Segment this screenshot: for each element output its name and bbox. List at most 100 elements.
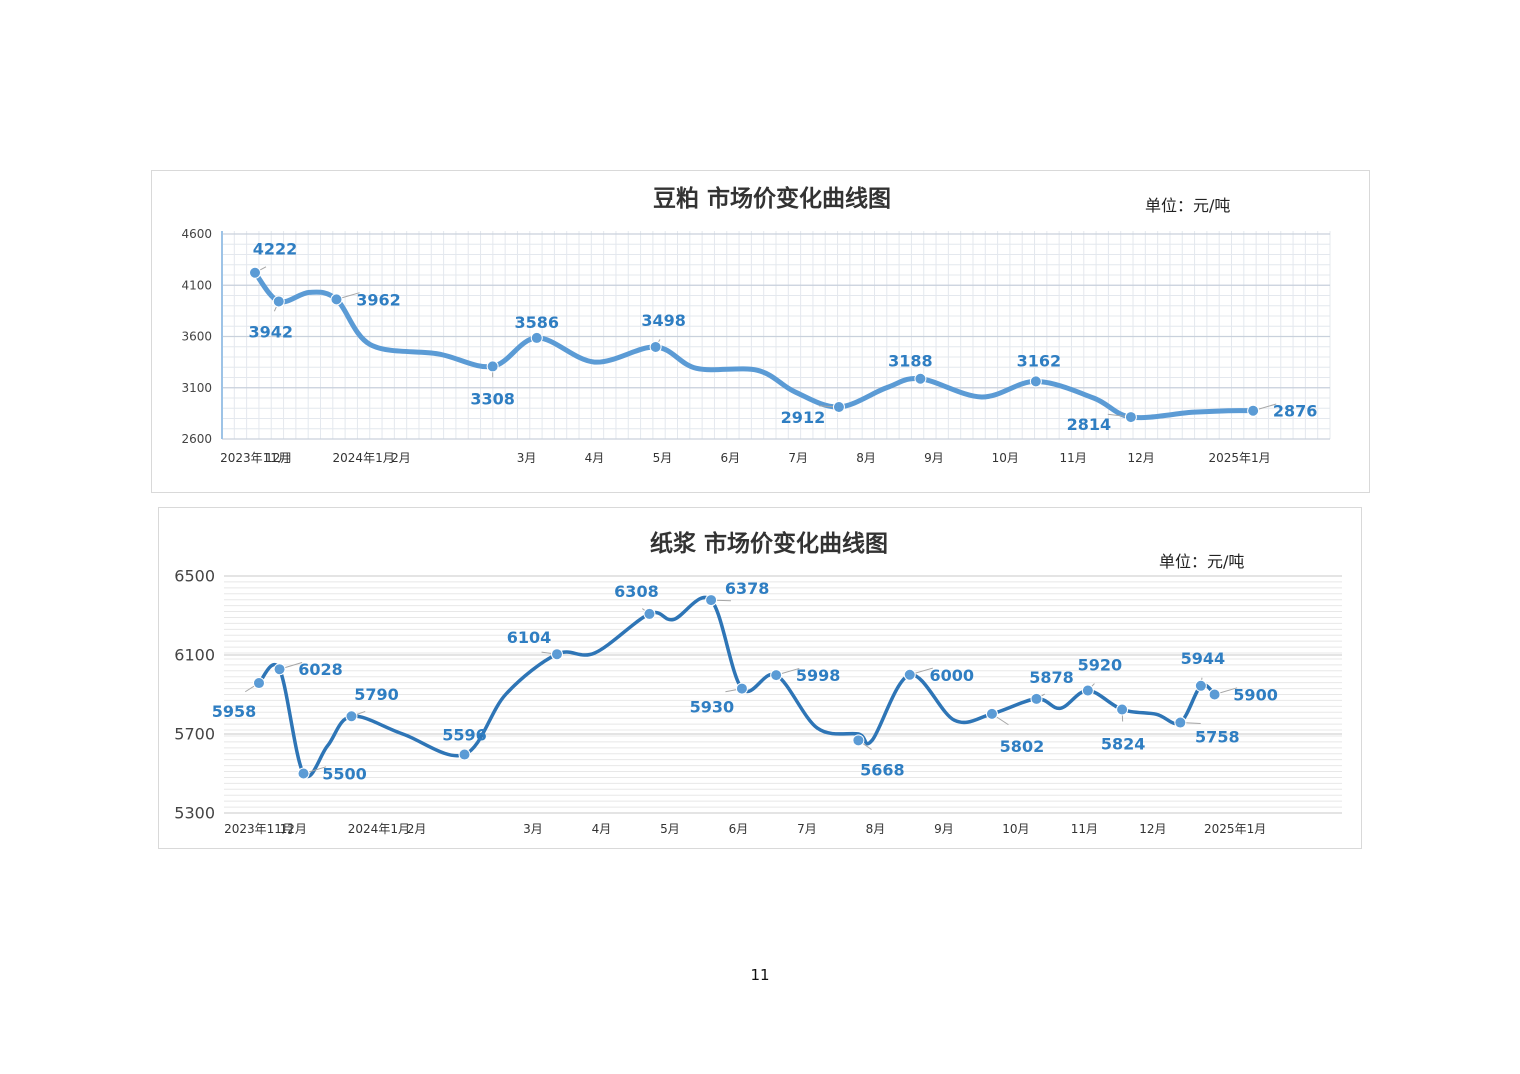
data-label: 5900 bbox=[1233, 686, 1278, 705]
data-label: 2876 bbox=[1273, 402, 1318, 421]
data-point-marker bbox=[649, 340, 662, 353]
data-point-marker bbox=[1116, 703, 1129, 716]
data-label: 6028 bbox=[298, 660, 343, 679]
y-tick-label: 3600 bbox=[181, 330, 212, 344]
data-label: 6378 bbox=[725, 579, 770, 598]
y-tick-label: 3100 bbox=[181, 381, 212, 395]
x-tick-label: 2025年1月 bbox=[1208, 451, 1270, 465]
x-tick-label: 3月 bbox=[523, 822, 543, 836]
data-point-marker bbox=[735, 682, 748, 695]
data-point-marker bbox=[832, 401, 845, 414]
x-tick-label: 5月 bbox=[660, 822, 680, 836]
grid-lines bbox=[224, 575, 1342, 814]
data-point-marker bbox=[1124, 411, 1137, 424]
x-tick-label: 4月 bbox=[585, 451, 605, 465]
y-tick-label: 4600 bbox=[181, 227, 212, 241]
data-point-marker bbox=[249, 266, 261, 279]
y-tick-label: 4100 bbox=[181, 278, 212, 292]
data-label: 3586 bbox=[515, 313, 560, 332]
data-label: 2814 bbox=[1067, 415, 1112, 434]
unit-label: 单位：元/吨 bbox=[1145, 196, 1230, 215]
x-tick-label: 2023年11月 bbox=[224, 822, 294, 836]
data-point-marker bbox=[253, 677, 265, 690]
x-tick-label: 2024年1月 bbox=[348, 822, 410, 836]
data-label: 3162 bbox=[1017, 351, 1062, 370]
data-point-marker bbox=[486, 360, 499, 373]
y-tick-label: 5300 bbox=[174, 804, 215, 823]
x-tick-label: 12月 bbox=[1139, 822, 1166, 836]
data-point-marker bbox=[458, 748, 471, 761]
data-point-marker bbox=[1194, 679, 1207, 692]
data-point-marker bbox=[770, 669, 783, 682]
data-label: 5790 bbox=[354, 685, 399, 704]
x-tick-label: 2月 bbox=[391, 451, 411, 465]
data-label: 3308 bbox=[470, 389, 515, 408]
data-point-marker bbox=[985, 707, 998, 720]
x-tick-label: 2月 bbox=[407, 822, 427, 836]
x-tick-label: 5月 bbox=[653, 451, 673, 465]
x-tick-label: 9月 bbox=[934, 822, 954, 836]
x-tick-label: 2024年1月 bbox=[333, 451, 395, 465]
data-label: 5998 bbox=[796, 666, 841, 685]
data-label: 4222 bbox=[253, 240, 298, 259]
data-point-marker bbox=[1029, 375, 1042, 388]
data-label: 6308 bbox=[614, 582, 659, 601]
x-tick-label: 7月 bbox=[797, 822, 817, 836]
data-label: 5596 bbox=[442, 726, 487, 745]
x-tick-label: 3月 bbox=[517, 451, 537, 465]
series-line bbox=[252, 270, 1256, 421]
y-tick-label: 6100 bbox=[174, 646, 215, 665]
data-point-marker bbox=[1247, 404, 1260, 417]
x-tick-label: 8月 bbox=[866, 822, 886, 836]
x-tick-label: 11月 bbox=[1060, 451, 1087, 465]
data-point-marker bbox=[345, 710, 358, 723]
data-label: 5958 bbox=[212, 702, 257, 721]
y-tick-label: 5700 bbox=[174, 725, 215, 744]
data-point-marker bbox=[1030, 692, 1043, 705]
x-tick-label: 7月 bbox=[788, 451, 808, 465]
data-point-marker bbox=[273, 663, 286, 676]
pulp-chart-panel: 纸浆 市场价变化曲线图 单位：元/吨 5300 5700 6100 6500 2023年11… bbox=[158, 507, 1362, 849]
data-label: 5920 bbox=[1078, 656, 1123, 675]
data-label: 5500 bbox=[322, 765, 367, 784]
data-point-marker bbox=[643, 607, 656, 620]
data-label: 5668 bbox=[860, 760, 905, 779]
data-label: 6000 bbox=[929, 666, 974, 685]
data-point-marker bbox=[272, 295, 285, 308]
x-tick-label: 9月 bbox=[924, 451, 944, 465]
data-point-marker bbox=[330, 293, 343, 306]
data-point-marker bbox=[530, 331, 543, 344]
soybean-meal-chart-panel: 豆粕 市场价变化曲线图 单位：元/吨 2600 3100 3600 4100 4600 202… bbox=[151, 170, 1370, 493]
data-label: 5930 bbox=[690, 698, 735, 717]
soybean-meal-chart: 豆粕 市场价变化曲线图 单位：元/吨 2600 3100 3600 4100 4600 202… bbox=[181, 185, 1331, 465]
x-tick-label: 11月 bbox=[1071, 822, 1098, 836]
x-tick-label: 12月 bbox=[265, 451, 292, 465]
chart-title: 豆粕 市场价变化曲线图 bbox=[653, 185, 891, 212]
page-number: 11 bbox=[750, 966, 770, 984]
data-point-marker bbox=[1208, 688, 1221, 701]
data-label: 5824 bbox=[1101, 735, 1146, 754]
data-label: 5758 bbox=[1195, 728, 1240, 747]
unit-label: 单位：元/吨 bbox=[1159, 552, 1244, 571]
data-label: 3962 bbox=[356, 290, 401, 309]
data-label: 3188 bbox=[888, 352, 933, 371]
data-point-marker bbox=[852, 734, 865, 747]
data-point-marker bbox=[705, 594, 718, 607]
chart-title: 纸浆 市场价变化曲线图 bbox=[650, 530, 888, 557]
x-tick-label: 10月 bbox=[1002, 822, 1029, 836]
data-point-marker bbox=[297, 767, 310, 780]
x-tick-label: 6月 bbox=[720, 451, 740, 465]
data-point-marker bbox=[903, 668, 916, 681]
data-point-marker bbox=[1081, 684, 1094, 697]
x-tick-label: 8月 bbox=[856, 451, 876, 465]
data-label: 2912 bbox=[781, 408, 826, 427]
data-label: 3498 bbox=[641, 311, 686, 330]
x-tick-label: 12月 bbox=[280, 822, 307, 836]
data-label: 3942 bbox=[248, 322, 293, 341]
x-tick-label: 2025年1月 bbox=[1204, 822, 1266, 836]
data-point-marker bbox=[914, 372, 927, 385]
data-label: 6104 bbox=[507, 628, 552, 647]
data-label: 5802 bbox=[1000, 737, 1045, 756]
data-label: 5944 bbox=[1181, 649, 1226, 668]
